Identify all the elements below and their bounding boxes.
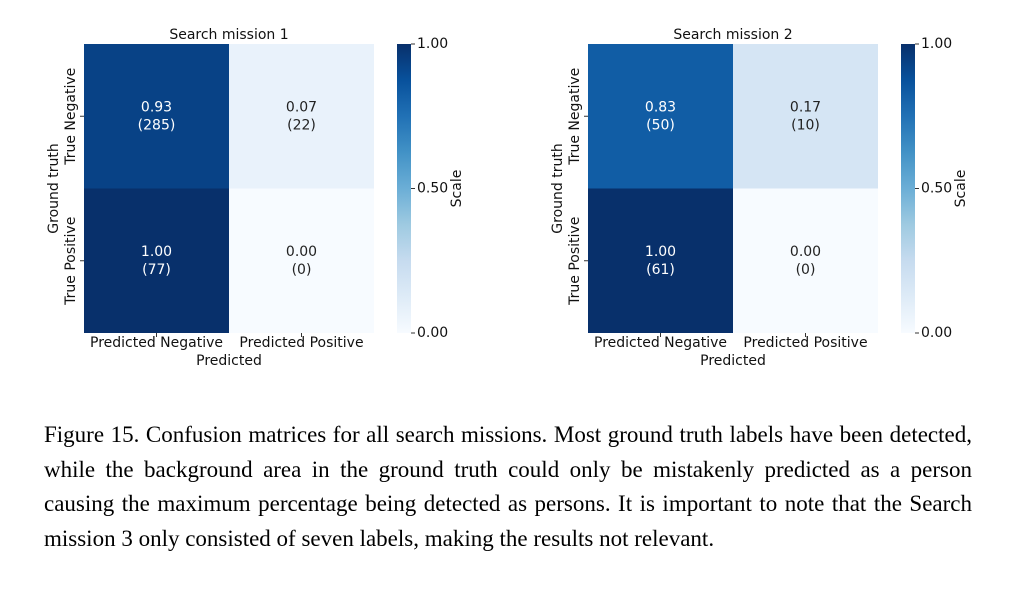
x-axis-label: Predicted [196,353,262,369]
cell-value-label: 0.17 [790,99,821,115]
colorbar-tick-label: 1.00 [921,36,952,52]
cell-value-label: 0.07 [286,99,317,115]
cell-count-label: (61) [646,262,675,278]
chart-title: Search mission 2 [673,27,792,43]
cell-count-label: (50) [646,117,675,133]
cell [733,44,878,189]
colorbar-tick-label: 0.00 [417,325,448,341]
cell [84,188,229,333]
y-tick-label: True Positive [567,217,583,306]
cell-value-label: 1.00 [645,244,676,260]
cell-count-label: (77) [142,262,171,278]
chart-title: Search mission 1 [169,27,288,43]
cell [229,188,374,333]
cell-value-label: 1.00 [141,244,172,260]
x-tick-label: Predicted Negative [594,335,727,351]
y-axis-label: Ground truth [46,143,62,233]
cell-value-label: 0.00 [790,244,821,260]
colorbar-tick-label: 0.50 [417,181,448,197]
x-tick-label: Predicted Negative [90,335,223,351]
cell [84,44,229,189]
colorbar-tick-label: 0.00 [921,325,952,341]
cell [588,44,733,189]
y-tick-label: True Negative [567,68,583,166]
figure: Search mission 1 0.93 (285) 0.07 (22) 1.00 (77… [46,27,969,369]
cell-count-label: (10) [791,117,820,133]
colorbar-tick-label: 0.50 [921,181,952,197]
x-tick-label: Predicted Positive [239,335,363,351]
colorbar [397,44,411,333]
cell-value-label: 0.00 [286,244,317,260]
y-tick-label: True Negative [63,68,79,166]
x-axis-label: Predicted [700,353,766,369]
colorbar-label: Scale [953,170,969,208]
cell-count-label: (0) [796,262,816,278]
cell [229,44,374,189]
colorbar [901,44,915,333]
y-tick-label: True Positive [63,217,79,306]
colorbar-label: Scale [449,170,465,208]
cell [588,188,733,333]
cell-count-label: (285) [138,117,176,133]
colorbar-tick-label: 1.00 [417,36,448,52]
cell [733,188,878,333]
cell-count-label: (22) [287,117,316,133]
caption: Figure 15. Confusion matrices for all se… [44,422,972,551]
y-axis-label: Ground truth [550,143,566,233]
cell-value-label: 0.93 [141,99,172,115]
x-tick-label: Predicted Positive [743,335,867,351]
cell-value-label: 0.83 [645,99,676,115]
cell-count-label: (0) [292,262,312,278]
